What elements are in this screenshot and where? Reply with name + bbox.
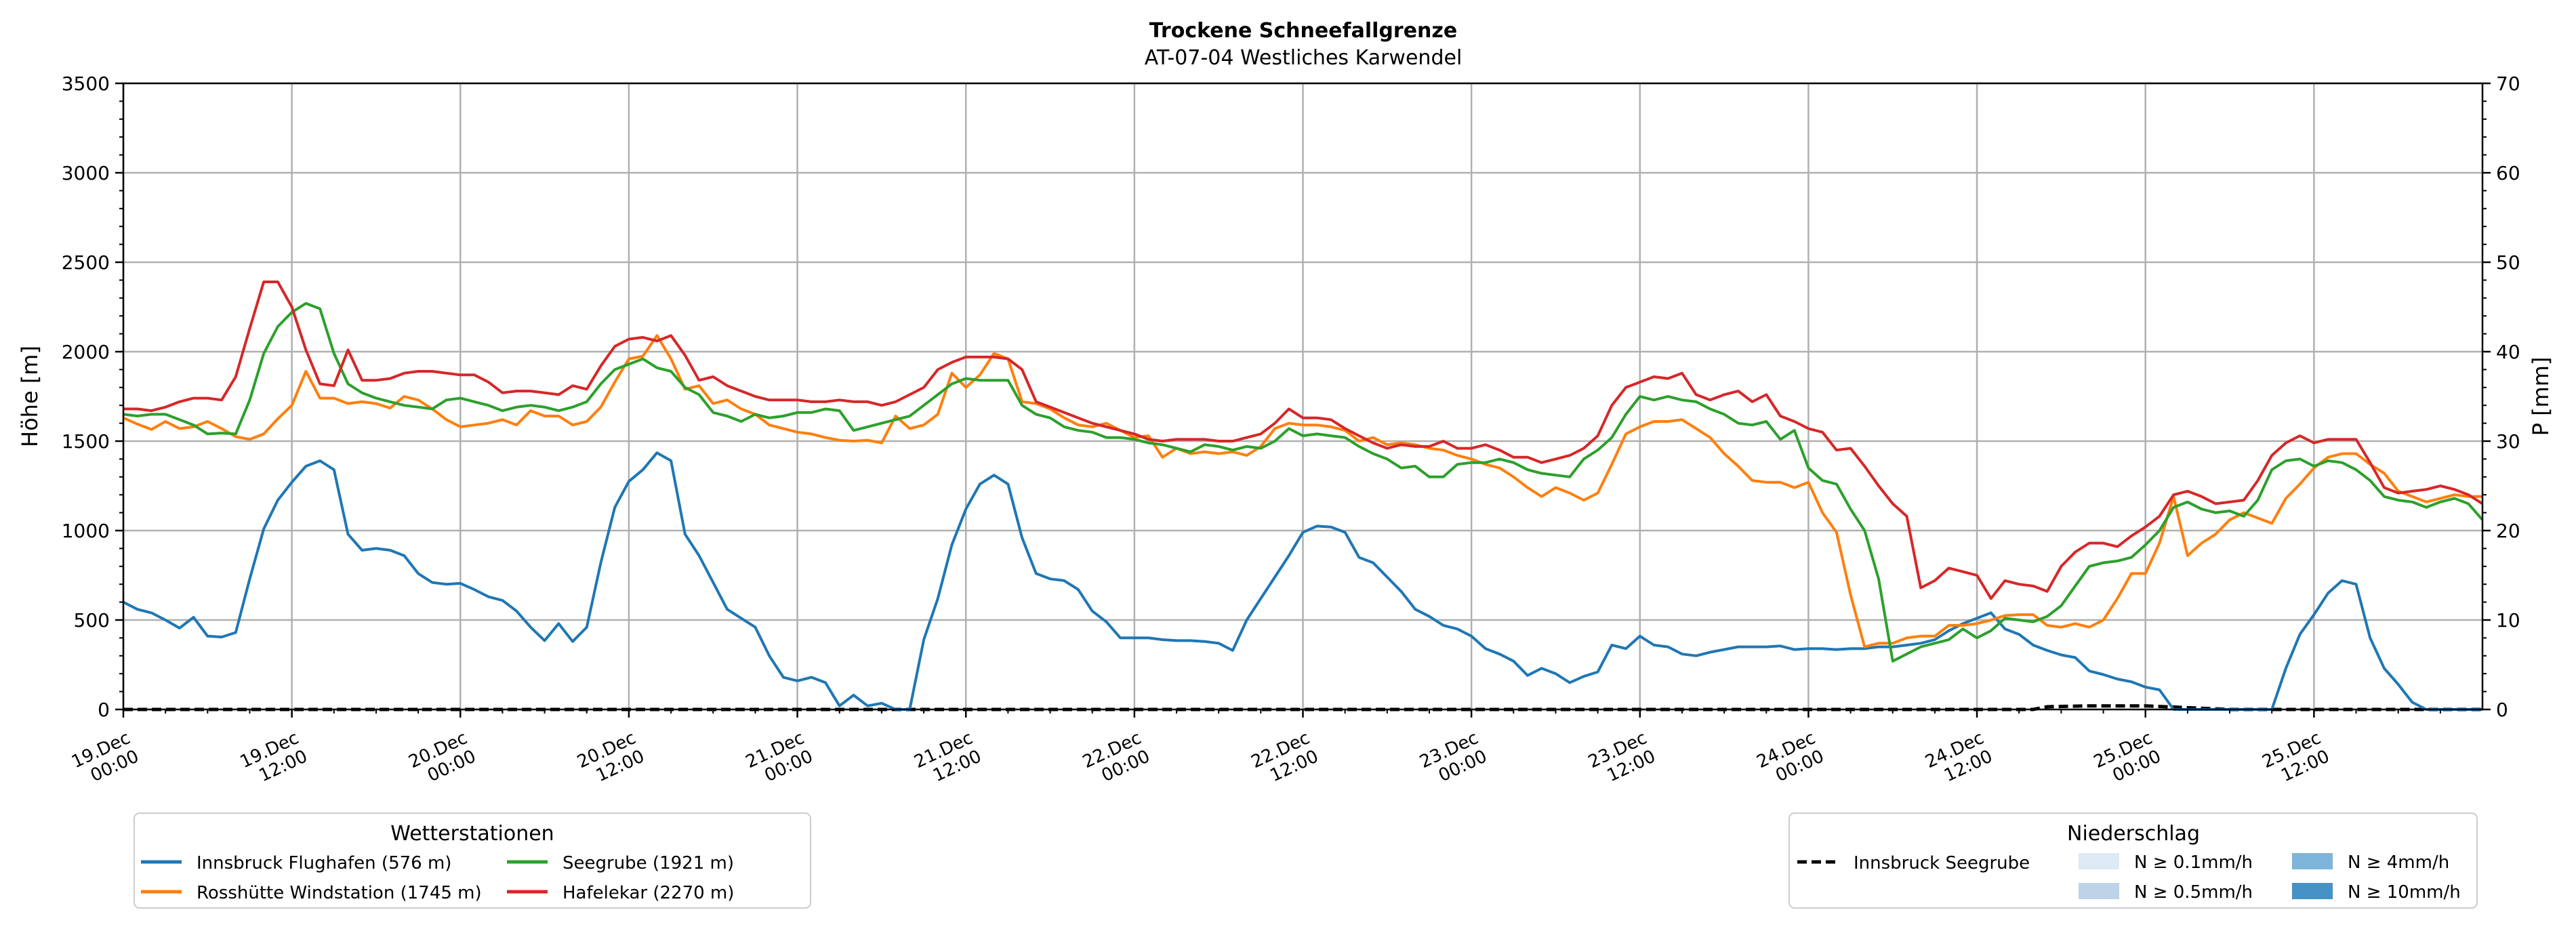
x-tick-label: 20.Dec00:00 — [405, 728, 478, 791]
y2-tick-label: 10 — [2496, 609, 2520, 632]
legend-station-label: Innsbruck Flughafen (576 m) — [197, 853, 451, 873]
y2-tick-label: 0 — [2496, 699, 2508, 721]
y-tick-label: 3500 — [62, 73, 110, 95]
legend-precip-patch — [2292, 883, 2333, 899]
series-line-3 — [123, 302, 2484, 663]
legend-precip-patches: N ≥ 0.1mm/h N ≥ 0.5mm/h N ≥ 4mm/h N ≥ 10mm/… — [2079, 852, 2461, 903]
y-tick-label: 2500 — [62, 251, 110, 274]
y2-tick-label: 50 — [2496, 251, 2520, 274]
legend-precip-line-label: Innsbruck Seegrube — [1854, 853, 2030, 873]
series-layer — [123, 281, 2484, 711]
y-tick-label: 0 — [98, 699, 110, 721]
series-line-1 — [123, 451, 2482, 711]
series-line-4 — [123, 281, 2484, 600]
legend-precip-title: Niederschlag — [2067, 822, 2200, 846]
legend-precip-patch — [2292, 853, 2333, 869]
y-axis-label: Höhe [m] — [17, 346, 43, 447]
legend-stations-title: Wetterstationen — [390, 822, 554, 846]
legend-precip-patch-label: N ≥ 0.1mm/h — [2134, 852, 2253, 873]
legend-precip: Niederschlag Innsbruck Seegrube N ≥ 0.1m… — [1788, 812, 2478, 909]
legend-station-label: Hafelekar (2270 m) — [563, 883, 734, 903]
legend-stations-frame — [134, 812, 811, 909]
y2-tick-label: 40 — [2496, 341, 2520, 363]
legend-station-label: Rosshütte Windstation (1745 m) — [197, 883, 482, 903]
legend-precip-patch — [2079, 853, 2119, 869]
y-tick-label: 500 — [74, 609, 110, 632]
y-tick-label: 3000 — [62, 162, 110, 184]
legend-precip-patch-label: N ≥ 4mm/h — [2348, 852, 2449, 873]
y2-tick-label: 30 — [2496, 430, 2520, 453]
legend-stations-entries: Innsbruck Flughafen (576 m) Rosshütte Win… — [141, 853, 734, 903]
y2-tick-label: 70 — [2496, 73, 2520, 95]
y2-axis-label: P [mm] — [2528, 357, 2554, 436]
y-tick-label: 1000 — [62, 520, 110, 542]
chart-title: Trockene Schneefallgrenze — [1149, 19, 1457, 43]
y2-tick-label: 60 — [2496, 162, 2520, 184]
legend-precip-patch-label: N ≥ 0.5mm/h — [2134, 882, 2253, 903]
legend-station-label: Seegrube (1921 m) — [563, 853, 734, 873]
y2-tick-label: 20 — [2496, 520, 2520, 542]
y-tick-label: 2000 — [62, 341, 110, 363]
legend-stations: Wetterstationen Innsbruck Flughafen (576… — [134, 812, 811, 909]
series-line-2 — [123, 334, 2482, 648]
y-tick-label: 1500 — [62, 430, 110, 453]
legend-precip-patch-label: N ≥ 10mm/h — [2348, 882, 2461, 903]
legend-precip-patch — [2079, 883, 2119, 899]
chart-subtitle: AT-07-04 Westliches Karwendel — [1145, 46, 1463, 70]
